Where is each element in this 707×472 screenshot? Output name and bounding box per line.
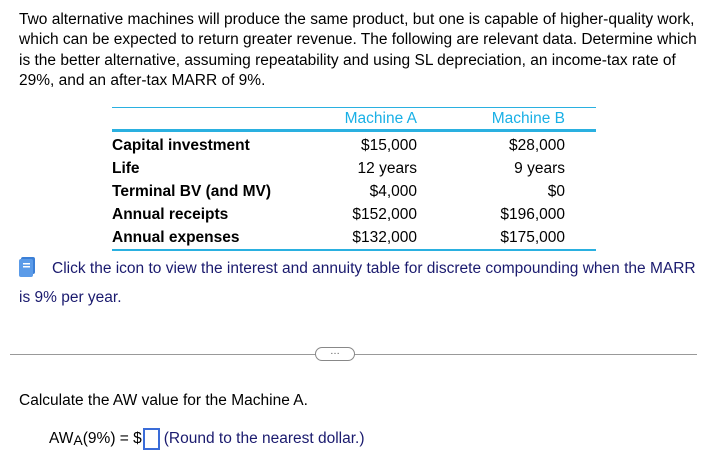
cell-b: $196,000 [500,205,565,223]
cell-a: $15,000 [360,136,417,154]
table-row: Annual expenses $132,000 $175,000 [112,226,596,249]
cell-label: Annual expenses [112,228,240,246]
cell-label: Capital investment [112,136,250,154]
cell-label: Life [112,159,140,177]
cell-a: $132,000 [352,228,417,246]
cell-a: $152,000 [352,205,417,223]
header-machine-a: Machine A [344,109,417,127]
cell-a: $4,000 [369,182,417,200]
table-row: Life 12 years 9 years [112,157,596,180]
cell-b: 9 years [514,159,565,177]
answer-line: AW A (9%) = $ (Round to the nearest dollar.… [49,428,365,450]
cell-label: Annual receipts [112,205,229,223]
cell-b: $0 [547,182,565,200]
aw-answer-input[interactable] [142,428,160,450]
table-row: Terminal BV (and MV) $4,000 $0 [112,180,596,203]
cell-a: 12 years [357,159,417,177]
data-table: Machine A Machine B Capital investment $1… [112,107,596,251]
header-machine-b: Machine B [491,109,565,127]
table-note: Click the icon to view the interest and … [19,254,699,312]
problem-text: Two alternative machines will produce th… [19,11,697,89]
expand-button[interactable]: … [315,347,355,361]
cell-label: Terminal BV (and MV) [112,182,272,200]
table-row: Capital investment $15,000 $28,000 [112,134,596,157]
table-row: Annual receipts $152,000 $196,000 [112,203,596,226]
table-note-text: Click the icon to view the interest and … [19,260,696,306]
cell-b: $175,000 [500,228,565,246]
book-icon[interactable] [19,257,36,277]
cell-b: $28,000 [508,136,565,154]
table-header: Machine A Machine B [112,108,596,132]
rounding-hint: (Round to the nearest dollar.) [163,430,365,447]
question-text: Calculate the AW value for the Machine A… [19,392,308,409]
